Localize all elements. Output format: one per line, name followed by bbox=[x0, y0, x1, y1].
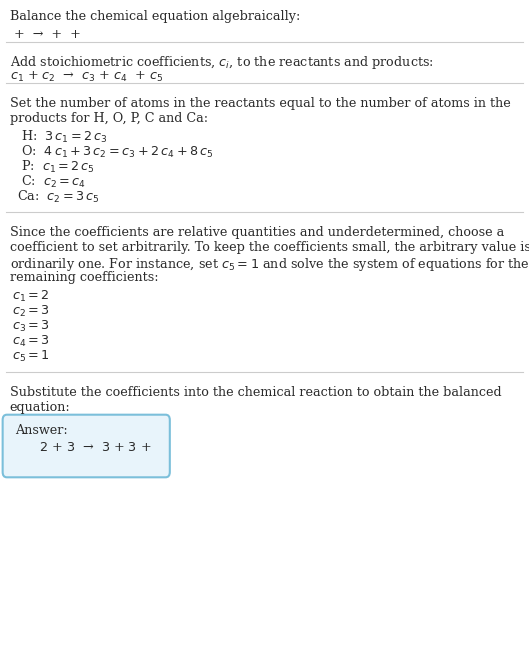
Text: coefficient to set arbitrarily. To keep the coefficients small, the arbitrary va: coefficient to set arbitrarily. To keep … bbox=[10, 241, 529, 254]
Text: $2$ + $3$  →  $3$ + $3$ +: $2$ + $3$ → $3$ + $3$ + bbox=[31, 441, 152, 454]
Text: +  →  +  +: + → + + bbox=[10, 28, 85, 41]
Text: $c_2 = 3$: $c_2 = 3$ bbox=[12, 304, 49, 319]
Text: H:  $3\,c_1 = 2\,c_3$: H: $3\,c_1 = 2\,c_3$ bbox=[17, 129, 108, 145]
Text: $c_{1}$ + $c_{2}$  →  $c_{3}$ + $c_{4}$  + $c_{5}$: $c_{1}$ + $c_{2}$ → $c_{3}$ + $c_{4}$ + … bbox=[10, 70, 163, 84]
Text: $c_4 = 3$: $c_4 = 3$ bbox=[12, 334, 49, 349]
Text: products for H, O, P, C and Ca:: products for H, O, P, C and Ca: bbox=[10, 112, 208, 125]
Text: $c_5 = 1$: $c_5 = 1$ bbox=[12, 349, 49, 364]
Text: Add stoichiometric coefficients, $c_i$, to the reactants and products:: Add stoichiometric coefficients, $c_i$, … bbox=[10, 54, 433, 71]
Text: Substitute the coefficients into the chemical reaction to obtain the balanced: Substitute the coefficients into the che… bbox=[10, 386, 501, 399]
Text: equation:: equation: bbox=[10, 401, 70, 414]
Text: $c_3 = 3$: $c_3 = 3$ bbox=[12, 319, 49, 334]
Text: O:  $4\,c_1 + 3\,c_2 = c_3 + 2\,c_4 + 8\,c_5$: O: $4\,c_1 + 3\,c_2 = c_3 + 2\,c_4 + 8\,… bbox=[17, 144, 214, 160]
Text: Balance the chemical equation algebraically:: Balance the chemical equation algebraica… bbox=[10, 10, 300, 23]
Text: $c_1 = 2$: $c_1 = 2$ bbox=[12, 289, 49, 304]
Text: remaining coefficients:: remaining coefficients: bbox=[10, 271, 158, 284]
Text: ordinarily one. For instance, set $c_5 = 1$ and solve the system of equations fo: ordinarily one. For instance, set $c_5 =… bbox=[10, 256, 529, 273]
Text: C:  $c_2 = c_4$: C: $c_2 = c_4$ bbox=[17, 174, 87, 190]
Text: P:  $c_1 = 2\,c_5$: P: $c_1 = 2\,c_5$ bbox=[17, 159, 95, 175]
Text: Ca:  $c_2 = 3\,c_5$: Ca: $c_2 = 3\,c_5$ bbox=[17, 189, 100, 205]
Text: Since the coefficients are relative quantities and underdetermined, choose a: Since the coefficients are relative quan… bbox=[10, 226, 504, 239]
FancyBboxPatch shape bbox=[3, 414, 170, 477]
Text: Answer:: Answer: bbox=[15, 424, 68, 437]
Text: Set the number of atoms in the reactants equal to the number of atoms in the: Set the number of atoms in the reactants… bbox=[10, 97, 510, 110]
